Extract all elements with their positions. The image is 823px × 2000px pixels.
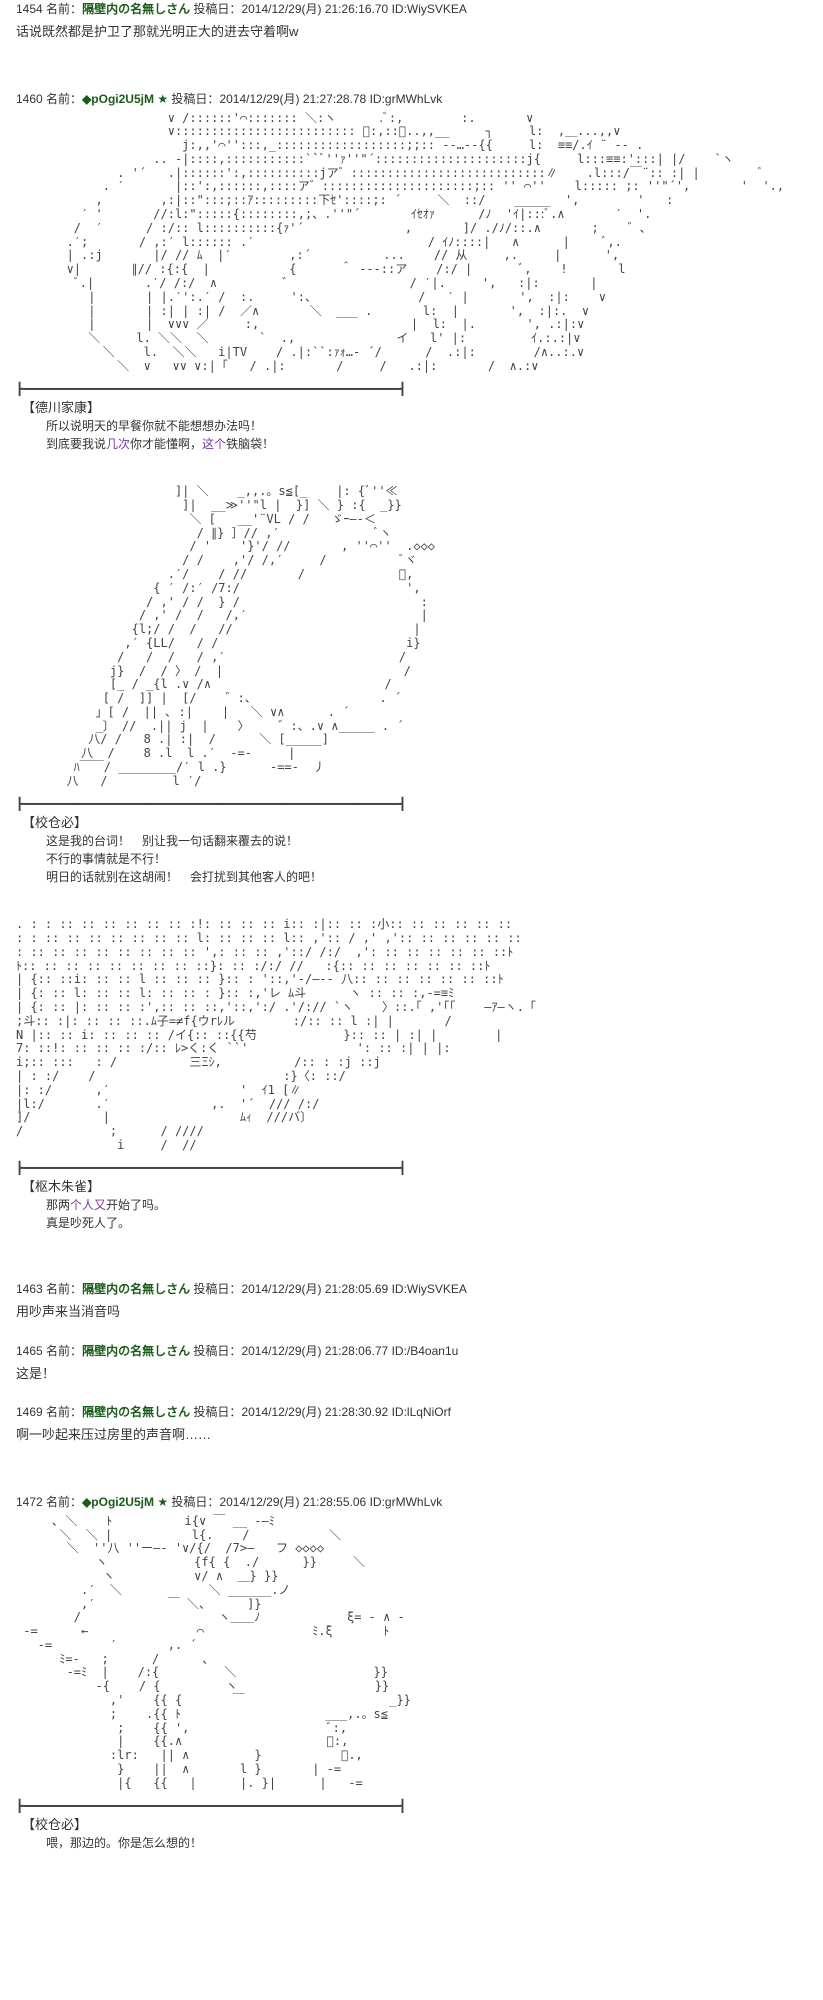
post-header: 1454 名前：隔壁内の名無しさん 投稿日：2014/12/29(月) 21:2… [16,0,807,18]
name-prefix: 名前： [46,92,82,106]
id-prefix: ID: [370,92,385,106]
post-name[interactable]: 隔壁内の名無しさん [82,2,190,16]
post: 1472 名前：◆pOgi2U5jM ★ 投稿日：2014/12/29(月) 2… [16,1493,807,1852]
date-prefix: 投稿日： [193,1405,241,1419]
name-prefix: 名前： [46,1282,82,1296]
highlight: 这个 [202,437,226,451]
date-prefix: 投稿日： [171,1495,219,1509]
post-id[interactable]: /B4oan1u [407,1344,458,1358]
post: 1463 名前：隔壁内の名無しさん 投稿日：2014/12/29(月) 21:2… [16,1280,807,1322]
character-name: 【枢木朱雀】 [22,1177,807,1197]
ascii-art-azekura-2: ､ ＼ ﾄ i{∨ ￣ __ -―ﾐ ＼ ＼ | l{. / ＼ ＼ ''八 '… [16,1515,807,1791]
post: 1465 名前：隔壁内の名無しさん 投稿日：2014/12/29(月) 21:2… [16,1342,807,1384]
dialogue-line: 喂，那边的。你是怎么想的！ [34,1834,807,1852]
post-name[interactable]: 隔壁内の名無しさん [82,1282,190,1296]
post-body: 这是！ [16,1364,807,1384]
star-icon: ★ [157,92,168,106]
dialogue-line: 那两个人又开始了吗。 [34,1196,807,1214]
post-header: 1472 名前：◆pOgi2U5jM ★ 投稿日：2014/12/29(月) 2… [16,1493,807,1511]
post-name[interactable]: 隔壁内の名無しさん [82,1344,190,1358]
date-prefix: 投稿日： [171,92,219,106]
post-date: 2014/12/29(月) 21:28:55.06 [219,1495,366,1509]
date-prefix: 投稿日： [193,2,241,16]
highlight: 个人又 [70,1198,106,1212]
divider-line: ┣━━━━━━━━━━━━━━━━━━━━━━━━━━━━━━━━━━━━━━━… [16,380,807,398]
post-trip[interactable]: ◆pOgi2U5jM [82,92,154,106]
id-prefix: ID: [392,2,407,16]
divider-line: ┣━━━━━━━━━━━━━━━━━━━━━━━━━━━━━━━━━━━━━━━… [16,1797,807,1815]
post-header: 1460 名前：◆pOgi2U5jM ★ 投稿日：2014/12/29(月) 2… [16,90,807,108]
dialogue-line: 这是我的台词！ 别让我一句话翻来覆去的说！ [34,832,807,850]
post-date: 2014/12/29(月) 21:28:06.77 [241,1344,388,1358]
post-date: 2014/12/29(月) 21:28:05.69 [241,1282,388,1296]
post-number: 1469 [16,1405,43,1419]
post: 1454 名前：隔壁内の名無しさん 投稿日：2014/12/29(月) 21:2… [16,0,807,42]
name-prefix: 名前： [46,1405,82,1419]
dialogue-line: 所以说明天的早餐你就不能想想办法吗！ [34,417,807,435]
post-name[interactable]: 隔壁内の名無しさん [82,1405,190,1419]
id-prefix: ID: [370,1495,385,1509]
name-prefix: 名前： [46,1344,82,1358]
dialogue-line: 真是吵死人了。 [34,1214,807,1232]
post-header: 1469 名前：隔壁内の名無しさん 投稿日：2014/12/29(月) 21:2… [16,1403,807,1421]
post-number: 1463 [16,1282,43,1296]
post: 1469 名前：隔壁内の名無しさん 投稿日：2014/12/29(月) 21:2… [16,1403,807,1445]
post-header: 1465 名前：隔壁内の名無しさん 投稿日：2014/12/29(月) 21:2… [16,1342,807,1360]
id-prefix: ID: [392,1344,407,1358]
post-number: 1472 [16,1495,43,1509]
dialogue-line: 不行的事情就是不行！ [34,850,807,868]
post-body: 用吵声来当消音吗 [16,1302,807,1322]
post-id[interactable]: WiySVKEA [407,1282,467,1296]
dialogue-line: 明日的话就别在这胡闹！ 会打扰到其他客人的吧！ [34,868,807,886]
post-id[interactable]: WiySVKEA [407,2,467,16]
character-name: 【校仓必】 [22,1815,807,1835]
post-date: 2014/12/29(月) 21:26:16.70 [241,2,388,16]
date-prefix: 投稿日： [193,1344,241,1358]
divider-line: ┣━━━━━━━━━━━━━━━━━━━━━━━━━━━━━━━━━━━━━━━… [16,1159,807,1177]
name-prefix: 名前： [46,1495,82,1509]
post-date: 2014/12/29(月) 21:27:28.78 [219,92,366,106]
date-prefix: 投稿日： [193,1282,241,1296]
name-prefix: 名前： [46,2,82,16]
post-header: 1463 名前：隔壁内の名無しさん 投稿日：2014/12/29(月) 21:2… [16,1280,807,1298]
id-prefix: ID: [392,1282,407,1296]
post-id[interactable]: grMWhLvk [385,92,442,106]
ascii-art-tokugawa: ∨ /::::::'⌒::::::: ＼:ヽ .ﾞ:, :. ∨ ∨::::::… [16,112,807,374]
post-id[interactable]: lLqNiOrf [407,1405,451,1419]
post: 1460 名前：◆pOgi2U5jM ★ 投稿日：2014/12/29(月) 2… [16,90,807,1233]
post-trip[interactable]: ◆pOgi2U5jM [82,1495,154,1509]
post-number: 1460 [16,92,43,106]
post-number: 1454 [16,2,43,16]
post-body: 话说既然都是护卫了那就光明正大的进去守着啊w [16,22,807,42]
post-body: 啊一吵起来压过房里的声音啊…… [16,1425,807,1445]
character-name: 【校仓必】 [22,813,807,833]
id-prefix: ID: [392,1405,407,1419]
ascii-art-azekura-1: ]| ＼ _,,.。s≦[_ |: {ﾞ''≪ ]| __≫''"l | }] … [16,485,807,789]
character-name: 【德川家康】 [22,398,807,418]
highlight: 几次 [106,437,130,451]
divider-line: ┣━━━━━━━━━━━━━━━━━━━━━━━━━━━━━━━━━━━━━━━… [16,795,807,813]
dialogue-line: 到底要我说几次你才能懂啊，这个铁脑袋！ [34,435,807,453]
post-id[interactable]: grMWhLvk [385,1495,442,1509]
post-number: 1465 [16,1344,43,1358]
star-icon: ★ [157,1495,168,1509]
post-date: 2014/12/29(月) 21:28:30.92 [241,1405,388,1419]
ascii-art-suzaku: . : : :: :: :: :: :: :: :!: :: :: :: i::… [16,918,807,1153]
